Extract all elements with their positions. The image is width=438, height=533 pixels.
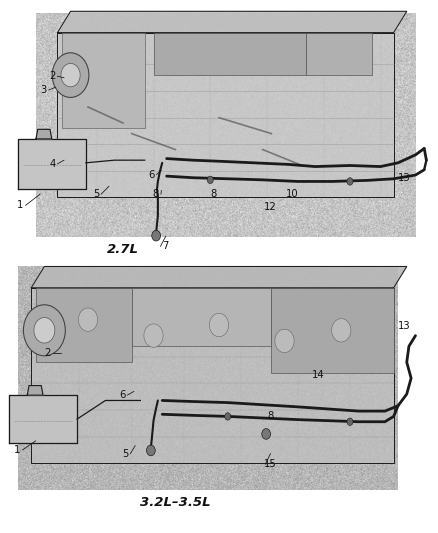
Polygon shape (31, 266, 407, 288)
Circle shape (147, 445, 155, 456)
Circle shape (207, 176, 213, 183)
Circle shape (347, 177, 353, 185)
Text: 10: 10 (286, 189, 299, 199)
Text: 15: 15 (264, 459, 277, 469)
Circle shape (34, 318, 55, 343)
Polygon shape (57, 11, 407, 33)
Polygon shape (35, 288, 132, 362)
Text: 5: 5 (122, 449, 128, 458)
Polygon shape (36, 130, 52, 139)
Circle shape (52, 53, 89, 98)
Circle shape (262, 429, 271, 439)
Circle shape (347, 418, 353, 425)
Circle shape (332, 319, 351, 342)
Text: 8: 8 (152, 189, 159, 199)
Text: 7: 7 (162, 241, 169, 251)
Circle shape (152, 230, 160, 241)
Circle shape (61, 63, 80, 87)
Text: 3: 3 (40, 85, 46, 95)
Text: 3.2L–3.5L: 3.2L–3.5L (140, 496, 211, 509)
Polygon shape (306, 33, 372, 75)
Polygon shape (62, 33, 145, 128)
Text: 2: 2 (49, 71, 55, 81)
Polygon shape (31, 288, 394, 463)
Circle shape (78, 308, 98, 332)
Text: 13: 13 (398, 321, 411, 331)
Polygon shape (57, 33, 394, 197)
Text: 1: 1 (17, 200, 24, 211)
Polygon shape (272, 288, 394, 373)
Polygon shape (27, 385, 43, 395)
Polygon shape (153, 33, 306, 75)
Text: 8: 8 (267, 411, 274, 422)
Circle shape (23, 305, 65, 356)
Text: 2: 2 (45, 348, 51, 358)
Text: 2.7L: 2.7L (107, 243, 139, 256)
Text: 4: 4 (49, 159, 55, 169)
Text: 13: 13 (398, 173, 411, 183)
Circle shape (209, 313, 229, 337)
Text: 8: 8 (211, 189, 217, 199)
Text: 1: 1 (14, 445, 21, 455)
Text: 5: 5 (93, 189, 99, 199)
Text: 14: 14 (312, 370, 325, 381)
Polygon shape (10, 395, 77, 443)
Text: 12: 12 (264, 202, 277, 212)
Text: 6: 6 (148, 169, 155, 180)
Polygon shape (132, 288, 272, 346)
Polygon shape (18, 139, 86, 189)
Text: 6: 6 (119, 390, 125, 400)
Circle shape (225, 413, 231, 420)
Circle shape (275, 329, 294, 353)
Circle shape (144, 324, 163, 348)
